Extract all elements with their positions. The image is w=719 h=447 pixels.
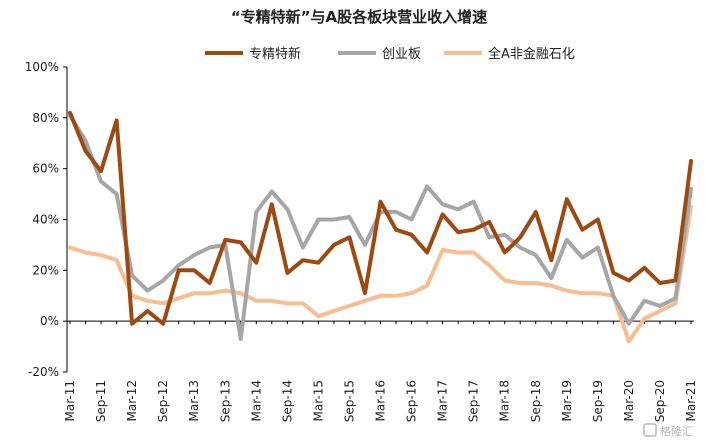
y-tick-label: 100% — [25, 60, 59, 74]
watermark: 格隆汇 — [643, 423, 693, 438]
x-tick-label: Sep-13 — [218, 380, 232, 422]
x-tick-label: Sep-15 — [342, 380, 356, 422]
x-tick-label: Sep-11 — [94, 380, 108, 422]
x-tick-label: Mar-12 — [125, 380, 139, 421]
x-tick-label: Sep-19 — [591, 380, 605, 422]
legend-label-0: 专精特新 — [249, 46, 301, 62]
series-line-0 — [68, 110, 693, 326]
x-tick-label: Mar-13 — [187, 380, 201, 421]
x-tick-label: Sep-14 — [280, 380, 294, 422]
legend-label-1: 创业板 — [382, 47, 421, 62]
legend: 专精特新 创业板 全A非金融石化 — [205, 46, 575, 62]
chart-title: “专精特新”与A股各板块营业收入增速 — [231, 8, 487, 26]
x-tick-label: Sep-17 — [467, 380, 481, 422]
x-tick-label: Mar-20 — [622, 380, 636, 421]
x-tick-label: Sep-20 — [653, 380, 667, 422]
x-tick-label: Mar-19 — [560, 380, 574, 421]
x-tick-label: Sep-18 — [529, 380, 543, 422]
x-tick-label: Mar-21 — [684, 380, 698, 421]
y-tick-label: 20% — [32, 263, 59, 277]
legend-label-2: 全A非金融石化 — [488, 46, 575, 62]
x-tick-label: Sep-12 — [156, 380, 170, 422]
axes: -20% 0% 20% 40% 60% 80% 100% Mar-11 Sep-11 Mar-12… — [25, 60, 698, 422]
x-tick-label: Mar-17 — [436, 380, 450, 421]
x-tick-label: Mar-14 — [249, 380, 263, 421]
y-tick-label: 80% — [32, 111, 59, 125]
series-line-1 — [68, 113, 693, 341]
x-tick-label: Mar-11 — [63, 380, 77, 421]
watermark-logo-icon — [643, 423, 657, 437]
series-layer — [68, 110, 693, 344]
x-tick-label: Sep-16 — [405, 380, 419, 422]
y-tick-label: -20% — [28, 365, 59, 379]
series-line-2 — [68, 204, 693, 344]
watermark-text: 格隆汇 — [660, 424, 693, 438]
y-tick-label: 60% — [32, 162, 59, 176]
x-tick-label: Mar-16 — [374, 380, 388, 421]
x-tick-label: Mar-18 — [498, 380, 512, 421]
x-tick-label: Mar-15 — [311, 380, 325, 421]
y-tick-label: 0% — [40, 314, 59, 328]
y-tick-label: 40% — [32, 213, 59, 227]
